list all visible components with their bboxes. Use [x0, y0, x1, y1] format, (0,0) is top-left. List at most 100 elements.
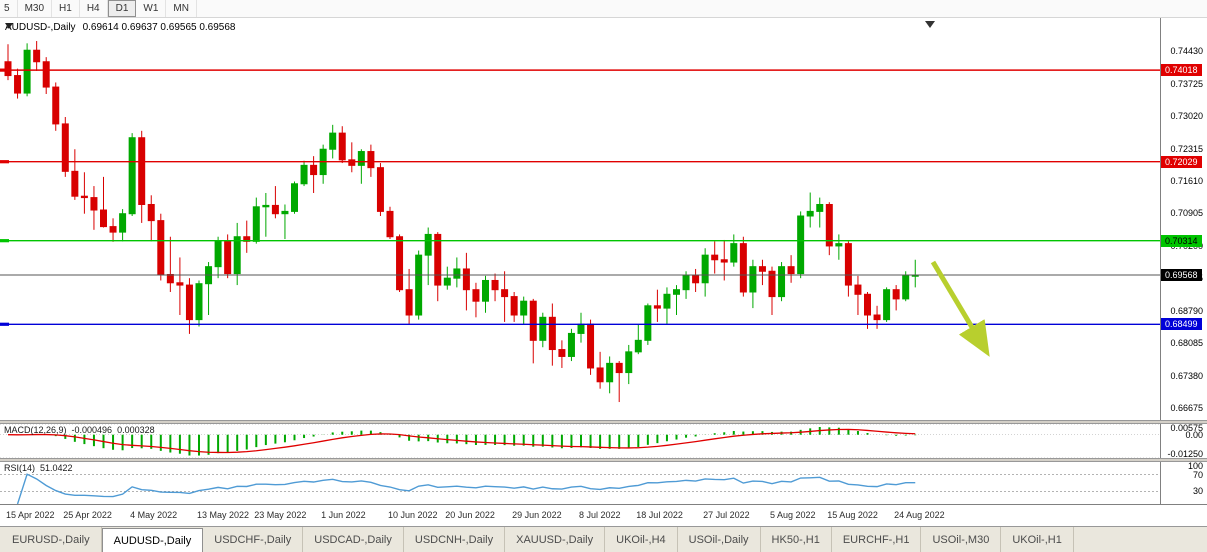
- candle: [4, 44, 12, 81]
- date-axis-label: 29 Jun 2022: [512, 510, 562, 520]
- candle: [634, 324, 642, 355]
- candle: [558, 340, 566, 368]
- macd-axis-label: -0.01250: [1167, 449, 1203, 459]
- date-axis-label: 25 Apr 2022: [63, 510, 112, 520]
- chart-tab-xauusd-daily[interactable]: XAUUSD-,Daily: [505, 527, 606, 552]
- candle: [711, 241, 719, 274]
- main-chart[interactable]: AUDUSD-,Daily 0.69614 0.69637 0.69565 0.…: [0, 18, 1161, 420]
- candle: [291, 181, 298, 214]
- date-axis-label: 18 Jul 2022: [636, 510, 683, 520]
- candle: [434, 232, 442, 302]
- macd-label: MACD(12,26,9): [4, 425, 67, 435]
- candle: [262, 192, 270, 237]
- chart-tab-audusd-daily[interactable]: AUDUSD-,Daily: [101, 528, 204, 552]
- price-axis-label: 0.66675: [1170, 403, 1203, 414]
- chart-tab-usdcnh-daily[interactable]: USDCNH-,Daily: [404, 527, 506, 552]
- timeframe-button-mn[interactable]: MN: [166, 0, 197, 17]
- price-level-tag: 0.72029: [1161, 155, 1202, 168]
- macd-title: MACD(12,26,9) -0.000496 0.000328: [4, 425, 155, 435]
- candle: [902, 271, 910, 302]
- date-axis-label: 8 Jul 2022: [579, 510, 621, 520]
- candle: [90, 186, 98, 230]
- candle: [501, 271, 509, 322]
- candle: [185, 278, 193, 334]
- candle: [816, 197, 824, 228]
- candle: [653, 289, 661, 322]
- candle: [787, 255, 795, 283]
- chart-tab-usdcad-daily[interactable]: USDCAD-,Daily: [303, 527, 404, 552]
- candle: [100, 176, 107, 228]
- candle: [854, 275, 862, 316]
- candle: [319, 144, 327, 184]
- chart-tab-ukoil-h4[interactable]: UKOil-,H4: [605, 527, 678, 552]
- candle: [510, 291, 518, 322]
- horizontal-line-0.74018[interactable]: [0, 68, 1160, 72]
- candle: [625, 344, 633, 385]
- candle: [80, 172, 88, 214]
- candle: [673, 285, 680, 316]
- candle: [61, 117, 69, 177]
- chart-tab-eurchf-h1[interactable]: EURCHF-,H1: [832, 527, 922, 552]
- candle: [692, 268, 700, 292]
- candle: [797, 211, 805, 279]
- candle: [128, 133, 136, 217]
- rsi-line: [16, 473, 916, 504]
- price-axis[interactable]: 0.74430 0.73725 0.73020 0.72315 0.71610 0.709…: [1161, 18, 1207, 420]
- rsi-axis-label: 30: [1192, 486, 1203, 497]
- date-axis-label: 5 Aug 2022: [770, 510, 816, 520]
- chart-tab-usoil-daily[interactable]: USOil-,Daily: [678, 527, 761, 552]
- timeframe-button-h4[interactable]: H4: [80, 0, 108, 17]
- chart-tab-usdchf-daily[interactable]: USDCHF-,Daily: [203, 527, 304, 552]
- candle: [386, 206, 394, 240]
- candle: [405, 268, 413, 325]
- timeframe-button-5[interactable]: 5: [0, 0, 18, 17]
- current-price-tag: 0.69568: [1161, 269, 1202, 282]
- candle: [778, 262, 786, 302]
- candle: [768, 266, 776, 316]
- candlestick-chart-canvas[interactable]: [0, 18, 1160, 420]
- price-axis-label: 0.68790: [1170, 305, 1203, 316]
- date-axis[interactable]: 15 Apr 2022 25 Apr 2022 4 May 2022 13 May 2…: [0, 504, 1207, 526]
- candle: [472, 282, 480, 318]
- price-axis-label: 0.73725: [1170, 78, 1203, 89]
- chart-shift-marker-icon[interactable]: [925, 21, 935, 28]
- candle: [243, 220, 251, 253]
- timeframe-button-d1[interactable]: D1: [107, 0, 137, 17]
- rsi-canvas: [0, 473, 1160, 504]
- rsi-panel-splitter[interactable]: [0, 458, 1207, 462]
- chart-tab-hk50-h1[interactable]: HK50-,H1: [761, 527, 832, 552]
- macd-panel-splitter[interactable]: [0, 420, 1207, 424]
- candle: [587, 319, 595, 375]
- date-axis-label: 20 Jun 2022: [445, 510, 495, 520]
- candle: [892, 285, 900, 311]
- candle: [606, 356, 614, 394]
- price-axis-label: 0.71610: [1170, 176, 1203, 186]
- macd-axis[interactable]: 0.00575 0.00 -0.01250: [1161, 423, 1207, 459]
- price-axis-label: 0.68085: [1170, 338, 1203, 349]
- macd-axis-label: 0.00: [1185, 429, 1203, 440]
- timeframe-toolbar: 5 M30 H1 H4 D1 W1 MN: [0, 0, 1207, 18]
- chart-title: AUDUSD-,Daily 0.69614 0.69637 0.69565 0.…: [5, 22, 236, 33]
- price-axis-label: 0.73020: [1170, 111, 1203, 122]
- macd-panel[interactable]: MACD(12,26,9) -0.000496 0.000328: [0, 424, 1161, 458]
- timeframe-button-h1[interactable]: H1: [52, 0, 80, 17]
- timeframe-button-w1[interactable]: W1: [136, 0, 167, 17]
- candle: [758, 259, 766, 286]
- down-arrow-annotation[interactable]: [930, 260, 990, 357]
- chart-tab-eurusd-daily[interactable]: EURUSD-,Daily: [1, 527, 102, 552]
- candle: [166, 236, 174, 292]
- candle: [109, 218, 117, 242]
- candle: [138, 130, 146, 223]
- chart-tab-usoil-m30[interactable]: USOil-,M30: [921, 527, 1002, 552]
- candle: [252, 197, 260, 244]
- timeframe-button-m30[interactable]: M30: [18, 0, 53, 17]
- candle: [233, 222, 241, 286]
- chart-tab-ukoil-h1[interactable]: UKOil-,H1: [1001, 527, 1074, 552]
- horizontal-line-0.72029[interactable]: [0, 160, 1160, 164]
- macd-signal-line: [7, 428, 916, 454]
- horizontal-line-0.70314[interactable]: [0, 239, 1160, 243]
- price-level-tag: 0.74018: [1161, 64, 1202, 77]
- candle: [205, 262, 213, 316]
- rsi-panel[interactable]: RSI(14) 51.0422: [0, 462, 1161, 504]
- rsi-axis[interactable]: 100 70 30: [1161, 461, 1207, 504]
